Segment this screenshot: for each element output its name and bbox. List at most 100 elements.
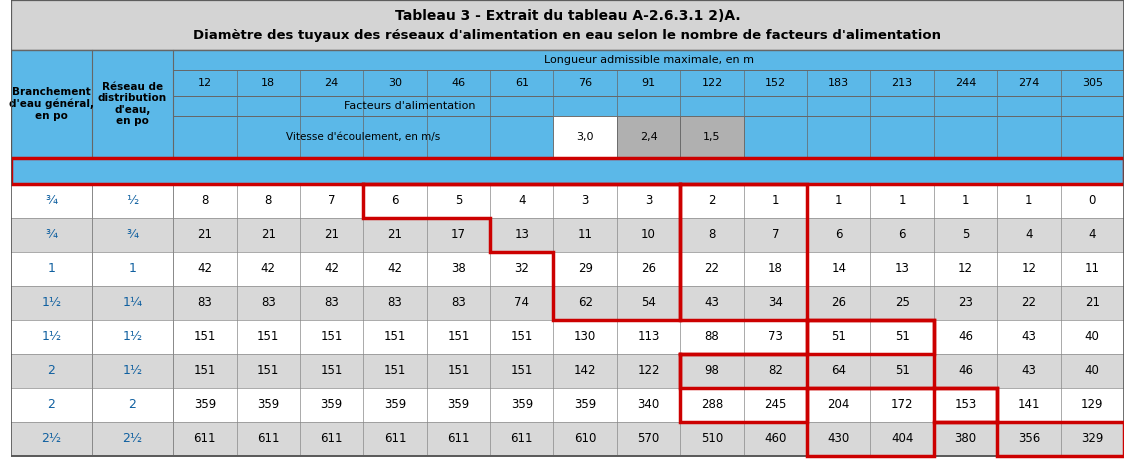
Text: 13: 13 [515,229,529,241]
Text: 5: 5 [455,195,462,207]
Text: Plage de pressions - plus de 413 kPa: Plage de pressions - plus de 413 kPa [20,164,250,178]
Text: 40: 40 [1085,364,1099,377]
Text: 151: 151 [510,330,533,343]
Text: 3: 3 [581,195,589,207]
Text: 1½: 1½ [42,330,62,343]
Text: 21: 21 [324,229,339,241]
Bar [11,50,1124,158]
Text: 204: 204 [827,398,850,412]
Text: 42: 42 [198,263,212,275]
Text: ¾: ¾ [45,195,57,207]
Text: 46: 46 [958,364,973,377]
Bar [680,116,744,158]
Text: Diamètre des tuyaux des réseaux d'alimentation en eau selon le nombre de facteur: Diamètre des tuyaux des réseaux d'alimen… [193,29,942,43]
Text: 359: 359 [510,398,533,412]
Bar [11,252,1124,286]
Text: 2: 2 [128,398,136,412]
Text: 8: 8 [201,195,209,207]
Text: 152: 152 [764,78,786,88]
Text: 13: 13 [895,263,909,275]
Text: 1: 1 [835,195,843,207]
Bar [11,184,1124,218]
Text: 18: 18 [261,78,275,88]
Text: 183: 183 [828,78,850,88]
Text: 54: 54 [641,297,656,309]
Text: Longueur admissible maximale, en m: Longueur admissible maximale, en m [544,55,753,65]
Text: 460: 460 [764,432,787,446]
Text: 51: 51 [832,330,846,343]
Text: 21: 21 [261,229,275,241]
Text: 29: 29 [578,263,592,275]
Text: 213: 213 [891,78,913,88]
Text: 356: 356 [1018,432,1040,446]
Text: 2,4: 2,4 [640,132,658,142]
Text: 30: 30 [388,78,402,88]
Text: 25: 25 [895,297,909,309]
Text: 404: 404 [891,432,914,446]
Text: 122: 122 [637,364,660,377]
Text: 151: 151 [510,364,533,377]
Text: 151: 151 [320,330,343,343]
Text: 129: 129 [1081,398,1104,412]
Text: 1: 1 [962,195,969,207]
Text: 83: 83 [198,297,212,309]
Text: 151: 151 [193,364,216,377]
Text: 570: 570 [637,432,660,446]
Text: 88: 88 [705,330,719,343]
Text: 11: 11 [1085,263,1099,275]
Text: 1: 1 [771,195,779,207]
Text: 18: 18 [768,263,782,275]
Text: 10: 10 [641,229,656,241]
Text: 611: 611 [257,432,280,446]
Text: 6: 6 [835,229,843,241]
Text: 73: 73 [768,330,782,343]
Text: 14: 14 [832,263,846,275]
Text: 7: 7 [771,229,779,241]
Text: 3,0: 3,0 [577,132,593,142]
Text: 62: 62 [578,297,592,309]
Text: 61: 61 [515,78,528,88]
Text: 1: 1 [128,263,136,275]
Text: 40: 40 [1085,330,1099,343]
Text: 151: 151 [383,364,406,377]
Text: 0: 0 [1089,195,1096,207]
Text: 8: 8 [708,229,716,241]
Text: Facteurs d'alimentation: Facteurs d'alimentation [344,101,475,111]
Text: 359: 359 [384,398,406,412]
Text: 113: 113 [637,330,660,343]
Text: 12: 12 [198,78,212,88]
Text: 34: 34 [768,297,782,309]
Text: 130: 130 [574,330,597,343]
Text: 21: 21 [388,229,402,241]
Text: ½: ½ [126,195,138,207]
Text: 288: 288 [701,398,723,412]
Text: 151: 151 [257,364,280,377]
Text: 82: 82 [768,364,782,377]
Text: 98: 98 [705,364,719,377]
Text: 430: 430 [827,432,850,446]
Text: 42: 42 [388,263,402,275]
Text: 611: 611 [510,432,533,446]
Text: 1½: 1½ [123,364,143,377]
Text: 5: 5 [962,229,969,241]
Text: 329: 329 [1081,432,1104,446]
Text: 83: 83 [324,297,339,309]
Text: 2½: 2½ [42,432,62,446]
Text: 46: 46 [958,330,973,343]
Text: 359: 359 [193,398,216,412]
Text: 51: 51 [895,364,909,377]
Text: 510: 510 [701,432,723,446]
Bar [11,354,1124,388]
Text: 122: 122 [701,78,723,88]
Bar [553,116,617,158]
Text: 24: 24 [325,78,338,88]
Text: 43: 43 [1022,364,1036,377]
Text: 1¼: 1¼ [123,297,143,309]
Text: 23: 23 [958,297,973,309]
Text: 151: 151 [383,330,406,343]
Text: Tableau 3 - Extrait du tableau A-2.6.3.1 2)A.: Tableau 3 - Extrait du tableau A-2.6.3.1… [395,9,741,23]
Text: 1: 1 [898,195,906,207]
Text: 74: 74 [515,297,529,309]
Text: 4: 4 [1025,229,1033,241]
Text: 2: 2 [708,195,716,207]
